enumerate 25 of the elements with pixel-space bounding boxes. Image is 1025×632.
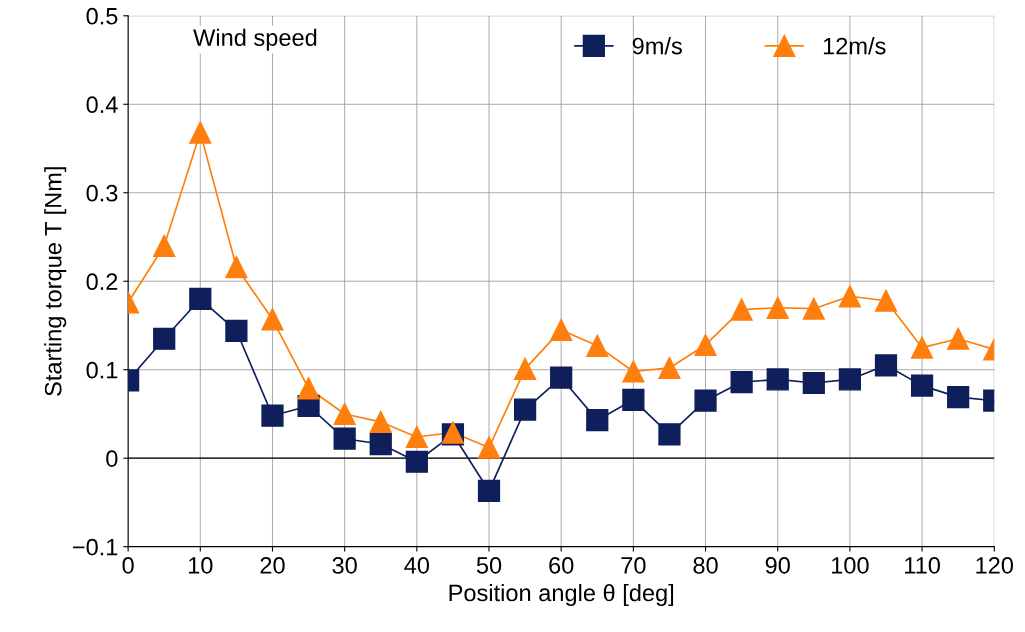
x-tick-label: 110 <box>905 557 940 574</box>
y-tick-label: −0.1 <box>72 538 118 556</box>
x-tick-label: 30 <box>332 557 357 574</box>
y-tick-label: 0 <box>106 450 118 467</box>
y-tick-label: 0.1 <box>86 361 118 379</box>
y-axis-title: Starting torque T [Nm] <box>44 167 67 396</box>
y-tick-label: 0.3 <box>86 184 118 202</box>
x-tick-label: 80 <box>693 557 718 574</box>
x-axis-title: Position angle θ [deg] <box>449 583 674 606</box>
x-tick-label: 120 <box>976 557 1014 574</box>
y-tick-label: 0.4 <box>86 96 118 114</box>
y-tick-label: 0.5 <box>86 7 118 25</box>
x-tick-label: 70 <box>621 557 646 574</box>
x-tick-label: 100 <box>832 557 869 574</box>
y-tick-label: 0.2 <box>86 273 118 291</box>
x-tick-label: 90 <box>765 557 790 574</box>
legend-title: Wind speed <box>193 28 317 51</box>
legend-label: 9m/s <box>632 37 682 55</box>
x-tick-label: 20 <box>260 557 285 574</box>
x-tick-label: 0 <box>122 557 134 574</box>
x-tick-label: 40 <box>404 557 430 574</box>
x-tick-label: 50 <box>476 557 502 574</box>
x-tick-label: 60 <box>549 557 574 574</box>
legend-label: 12m/s <box>823 37 886 55</box>
x-tick-label: 10 <box>188 557 213 574</box>
